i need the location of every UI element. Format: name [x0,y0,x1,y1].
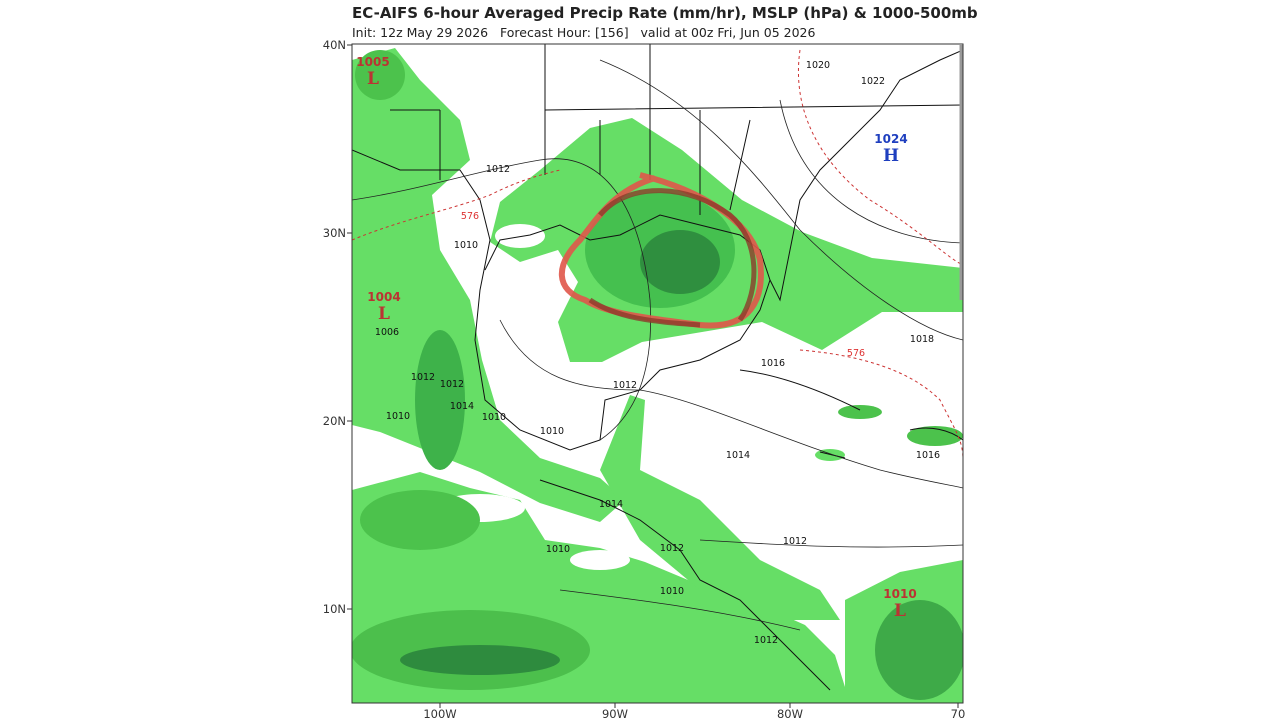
isobar-label: 1012 [411,372,435,383]
isobar-label: 1012 [783,536,807,547]
isobar-label: 576 [847,348,865,359]
precip-moderate [360,490,480,550]
pressure-letter: H [883,146,899,166]
isobar-label: 1018 [910,334,934,345]
map-frame [351,43,964,704]
isobar-label: 1012 [440,379,464,390]
pressure-letter: L [378,304,390,324]
isobar-label: 1014 [450,401,474,412]
precip-cuba [838,405,882,419]
precip-hispaniola [907,426,963,446]
isobar-label: 1010 [386,411,410,422]
pressure-letter: L [367,69,379,89]
isobar-label: 1022 [861,76,885,87]
lat-label: 30N [323,226,346,240]
map [352,44,963,703]
isobar-label: 1006 [375,327,399,338]
lat-label: 10N [323,602,346,616]
isobar-label: 1010 [540,426,564,437]
pressure-value: 1004 [367,290,400,304]
subtitle: Init: 12z May 29 2026 Forecast Hour: [15… [352,25,815,40]
isobar-label: 1012 [486,164,510,175]
precip-heavy [400,645,560,675]
coastline [352,149,771,451]
precip-north [355,50,405,100]
isobar-label: 1014 [726,450,750,461]
isobar-label: 1012 [613,380,637,391]
lon-label: 90W [602,707,628,720]
precip-moderate [415,330,465,470]
lon-label: 80W [777,707,803,720]
isobar-label: 1012 [660,543,684,554]
pressure-letter: L [894,601,906,621]
isobar-label: 1016 [916,450,940,461]
highlight-circle [588,188,757,328]
dry-area [570,550,630,570]
lon-label: 100W [423,707,456,720]
precip-jamaica [815,449,845,461]
lat-label: 20N [323,414,346,428]
state-borders [390,44,963,215]
isobar [499,319,963,489]
isobar-label: 1014 [599,499,623,510]
isobar [559,539,963,631]
isobar-label: 576 [461,211,479,222]
isobar-label: 1020 [806,60,830,71]
isobar [599,59,963,341]
isobar-label: 1016 [761,358,785,369]
coastline [769,49,963,302]
coastline [539,369,963,691]
thickness-576 [352,49,963,461]
isobar-label: 1010 [546,544,570,555]
isobar-label: 1010 [454,240,478,251]
pressure-value: 1010 [883,587,916,601]
lon-label: 70 [951,707,966,720]
precip-moderate [875,600,963,700]
isobar-label: 1010 [482,412,506,423]
isobar [352,158,652,441]
dry-area [495,224,545,248]
lat-label: 40N [323,38,346,52]
pressure-value: 1024 [874,132,907,146]
title: EC-AIFS 6-hour Averaged Precip Rate (mm/… [352,4,978,22]
isobar-label: 1010 [660,586,684,597]
pressure-value: 1005 [356,55,389,69]
isobar-label: 1012 [754,635,778,646]
precip-heavy [640,230,720,294]
